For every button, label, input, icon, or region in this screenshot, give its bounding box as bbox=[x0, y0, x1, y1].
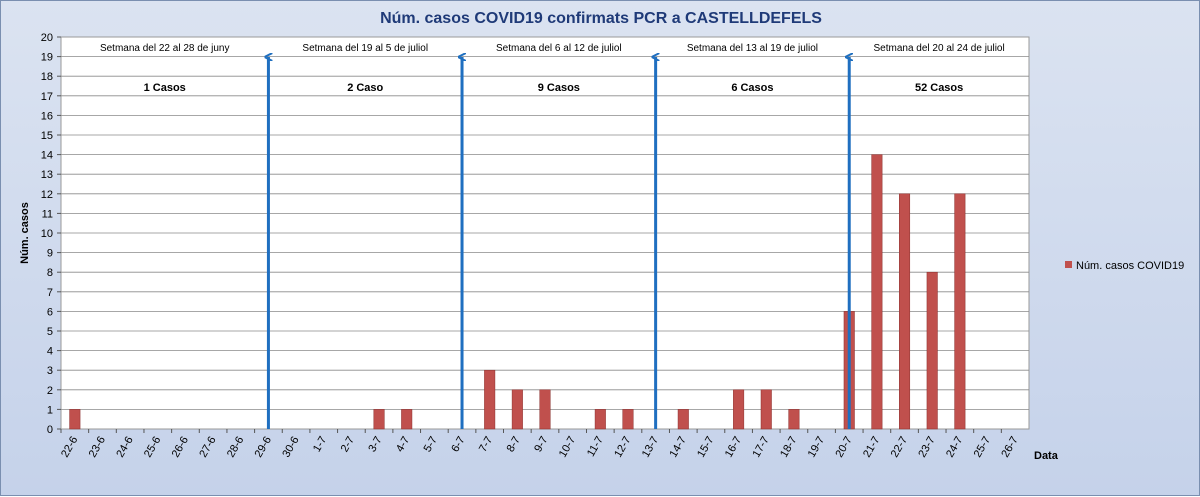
x-tick-label: 25-7 bbox=[972, 435, 993, 460]
y-tick-label: 16 bbox=[41, 110, 53, 122]
bar bbox=[373, 409, 385, 430]
y-tick-label: 11 bbox=[42, 208, 53, 220]
x-tick-label: 22-7 bbox=[889, 435, 910, 460]
bar bbox=[401, 409, 413, 430]
y-tick-label: 3 bbox=[47, 365, 53, 377]
x-tick-label: 11-7 bbox=[585, 435, 606, 459]
x-tick-label: 27-6 bbox=[197, 435, 218, 460]
x-tick-label: 5-7 bbox=[422, 435, 440, 455]
x-tick-label: 17-7 bbox=[750, 435, 771, 460]
x-tick-label: 4-7 bbox=[394, 435, 412, 455]
x-tick-label: 1-7 bbox=[311, 435, 329, 455]
x-tick-label: 26-6 bbox=[170, 435, 191, 460]
x-tick-label: 6-7 bbox=[449, 435, 467, 455]
week-label: Setmana del 22 al 28 de juny bbox=[100, 43, 230, 54]
x-tick-label: 24-6 bbox=[114, 435, 135, 460]
bar bbox=[539, 389, 551, 430]
y-tick-label: 12 bbox=[41, 189, 53, 201]
bar bbox=[954, 193, 966, 430]
y-tick-label: 18 bbox=[41, 71, 53, 83]
x-tick-label: 10-7 bbox=[557, 435, 578, 460]
x-tick-label: 21-7 bbox=[861, 435, 882, 460]
legend-label: Núm. casos COVID19 bbox=[1076, 260, 1184, 272]
y-tick-label: 0 bbox=[47, 424, 53, 436]
x-tick-label: 19-7 bbox=[806, 435, 827, 460]
y-tick-label: 5 bbox=[47, 326, 53, 338]
y-tick-label: 8 bbox=[47, 267, 53, 279]
bar bbox=[899, 193, 911, 430]
bar bbox=[484, 369, 496, 430]
week-total: 6 Casos bbox=[731, 82, 773, 94]
bar bbox=[871, 154, 883, 430]
y-tick-label: 17 bbox=[41, 91, 53, 103]
bar bbox=[511, 389, 523, 430]
bar bbox=[69, 409, 81, 430]
week-label: Setmana del 19 al 5 de juliol bbox=[302, 43, 428, 54]
x-tick-label: 23-7 bbox=[916, 435, 937, 460]
x-tick-label: 24-7 bbox=[944, 435, 965, 460]
y-tick-label: 9 bbox=[47, 248, 53, 260]
week-label: Setmana del 6 al 12 de juliol bbox=[496, 43, 622, 54]
x-tick-label: 26-7 bbox=[999, 434, 1020, 459]
x-tick-label: 3-7 bbox=[366, 435, 384, 455]
x-tick-label: 9-7 bbox=[532, 435, 550, 455]
bar bbox=[926, 271, 938, 430]
y-tick-label: 14 bbox=[41, 150, 53, 162]
x-tick-label: 25-6 bbox=[142, 435, 163, 460]
y-tick-label: 13 bbox=[41, 169, 53, 181]
week-total: 52 Casos bbox=[915, 82, 963, 94]
y-tick-label: 1 bbox=[47, 404, 53, 416]
bar bbox=[677, 409, 689, 430]
y-tick-label: 10 bbox=[41, 228, 53, 240]
x-tick-label: 30-6 bbox=[280, 435, 301, 460]
y-tick-label: 20 bbox=[41, 32, 53, 44]
bar bbox=[594, 409, 606, 430]
y-axis-title: Núm. casos bbox=[19, 202, 31, 264]
x-tick-label: 12-7 bbox=[612, 435, 633, 460]
y-tick-label: 7 bbox=[47, 287, 53, 299]
x-tick-label: 2-7 bbox=[339, 435, 357, 455]
y-tick-label: 15 bbox=[41, 130, 53, 142]
legend-swatch bbox=[1065, 261, 1072, 268]
x-axis-title: Data bbox=[1034, 450, 1059, 462]
y-tick-label: 19 bbox=[41, 52, 53, 64]
x-tick-label: 15-7 bbox=[695, 435, 716, 460]
bar bbox=[622, 409, 634, 430]
week-label: Setmana del 13 al 19 de juliol bbox=[687, 43, 818, 54]
x-tick-label: 7-7 bbox=[477, 435, 495, 455]
x-tick-label: 29-6 bbox=[253, 435, 274, 460]
x-tick-label: 13-7 bbox=[640, 435, 661, 460]
y-tick-label: 2 bbox=[47, 385, 53, 397]
week-total: 1 Casos bbox=[144, 82, 186, 94]
chart-title: Núm. casos COVID19 confirmats PCR a CAST… bbox=[380, 10, 822, 27]
x-tick-label: 14-7 bbox=[667, 435, 688, 460]
y-tick-label: 6 bbox=[47, 306, 53, 318]
x-tick-label: 23-6 bbox=[87, 435, 108, 460]
y-tick-label: 4 bbox=[47, 346, 53, 358]
bar bbox=[788, 409, 800, 430]
x-tick-label: 22-6 bbox=[59, 435, 80, 460]
bar bbox=[760, 389, 772, 430]
week-total: 9 Casos bbox=[538, 82, 580, 94]
week-total: 2 Caso bbox=[347, 82, 383, 94]
x-tick-label: 16-7 bbox=[723, 435, 744, 460]
bar bbox=[733, 389, 745, 430]
x-tick-label: 8-7 bbox=[505, 435, 523, 455]
x-tick-label: 28-6 bbox=[225, 435, 246, 460]
week-label: Setmana del 20 al 24 de juliol bbox=[874, 43, 1005, 54]
x-tick-label: 20-7 bbox=[833, 435, 854, 460]
x-tick-label: 18-7 bbox=[778, 435, 799, 460]
